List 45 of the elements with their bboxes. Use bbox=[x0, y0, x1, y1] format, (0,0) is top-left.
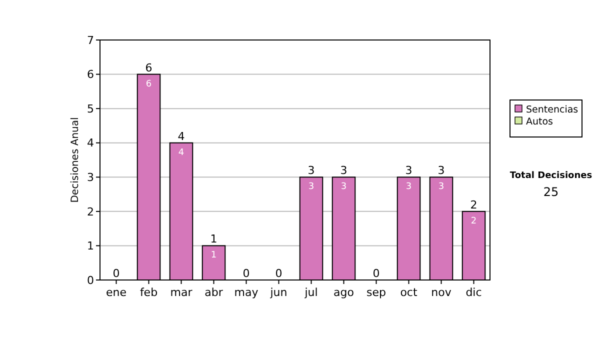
x-tick-label: ene bbox=[106, 286, 127, 299]
y-tick-label: 0 bbox=[87, 274, 94, 287]
x-tick-label: mar bbox=[170, 286, 193, 299]
data-label: 3 bbox=[406, 182, 412, 192]
y-tick-label: 3 bbox=[87, 170, 94, 184]
x-tick-label: jun bbox=[269, 286, 288, 299]
y-tick-label: 6 bbox=[87, 68, 94, 82]
legend-label: Autos bbox=[526, 116, 554, 128]
total-label: 0 bbox=[275, 267, 282, 280]
data-label: 1 bbox=[210, 250, 217, 261]
total-label: 0 bbox=[242, 267, 250, 280]
total-label: 3 bbox=[340, 164, 348, 178]
x-tick-label: ago bbox=[334, 286, 354, 299]
total-label: 3 bbox=[405, 164, 412, 178]
y-tick-label: 7 bbox=[87, 34, 94, 47]
x-tick-label: nov bbox=[431, 286, 452, 299]
x-tick-label: jul bbox=[304, 286, 318, 299]
x-tick-label: feb bbox=[140, 286, 158, 299]
total-label: 0 bbox=[372, 267, 380, 280]
y-axis-title: Decisiones Anual bbox=[70, 117, 81, 203]
total-label: 1 bbox=[210, 232, 218, 246]
total-label: 2 bbox=[470, 198, 478, 212]
x-tick-label: may bbox=[234, 286, 259, 299]
data-label: 6 bbox=[146, 79, 152, 90]
y-tick-label: 2 bbox=[87, 205, 94, 218]
text: Total Decisiones bbox=[510, 171, 592, 181]
data-label: 2 bbox=[470, 216, 477, 226]
x-tick-label: dic bbox=[466, 286, 482, 299]
total-label: 4 bbox=[178, 130, 185, 143]
x-tick-label: oct bbox=[400, 286, 418, 299]
total-label: 6 bbox=[145, 61, 152, 74]
y-tick-label: 1 bbox=[87, 240, 94, 253]
legend-label: Sentencias bbox=[526, 104, 578, 116]
data-label: 3 bbox=[438, 182, 444, 192]
total-label: 0 bbox=[112, 267, 120, 280]
x-tick-label: abr bbox=[204, 286, 224, 299]
y-tick-label: 5 bbox=[87, 102, 94, 116]
total-label: 3 bbox=[438, 164, 445, 178]
data-label: 3 bbox=[340, 182, 347, 192]
text: 25 bbox=[543, 185, 559, 199]
data-label: 4 bbox=[178, 148, 184, 158]
x-tick-label: sep bbox=[366, 286, 386, 299]
data-label: 3 bbox=[308, 182, 314, 192]
y-tick-label: 4 bbox=[87, 136, 94, 150]
total-label: 3 bbox=[308, 164, 315, 178]
